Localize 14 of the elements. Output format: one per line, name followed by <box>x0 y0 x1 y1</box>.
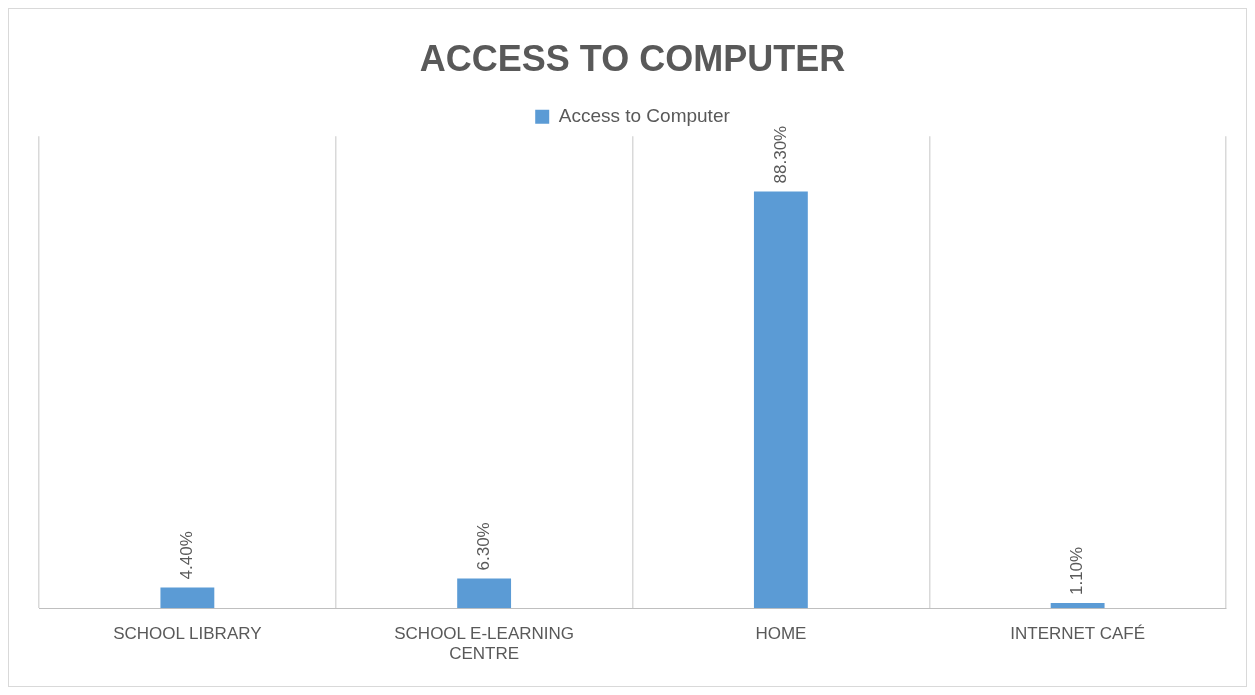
bar <box>753 191 808 609</box>
data-label: 88.30% <box>770 125 790 184</box>
x-tick-label: HOME <box>755 624 807 644</box>
data-label: 4.40% <box>177 531 197 580</box>
x-tick-label: SCHOOL E-LEARNING CENTRE <box>394 624 575 664</box>
bar <box>160 587 215 609</box>
data-label: 6.30% <box>473 522 493 571</box>
chart-title: ACCESS TO COMPUTER <box>419 37 846 79</box>
bar <box>1050 603 1105 609</box>
x-tick-label: INTERNET CAFÉ <box>1010 624 1146 644</box>
legend-label: Access to Computer <box>558 104 731 126</box>
data-label: 1.10% <box>1067 546 1087 596</box>
x-tick-label: SCHOOL LIBRARY <box>113 624 262 644</box>
bar <box>457 578 512 609</box>
